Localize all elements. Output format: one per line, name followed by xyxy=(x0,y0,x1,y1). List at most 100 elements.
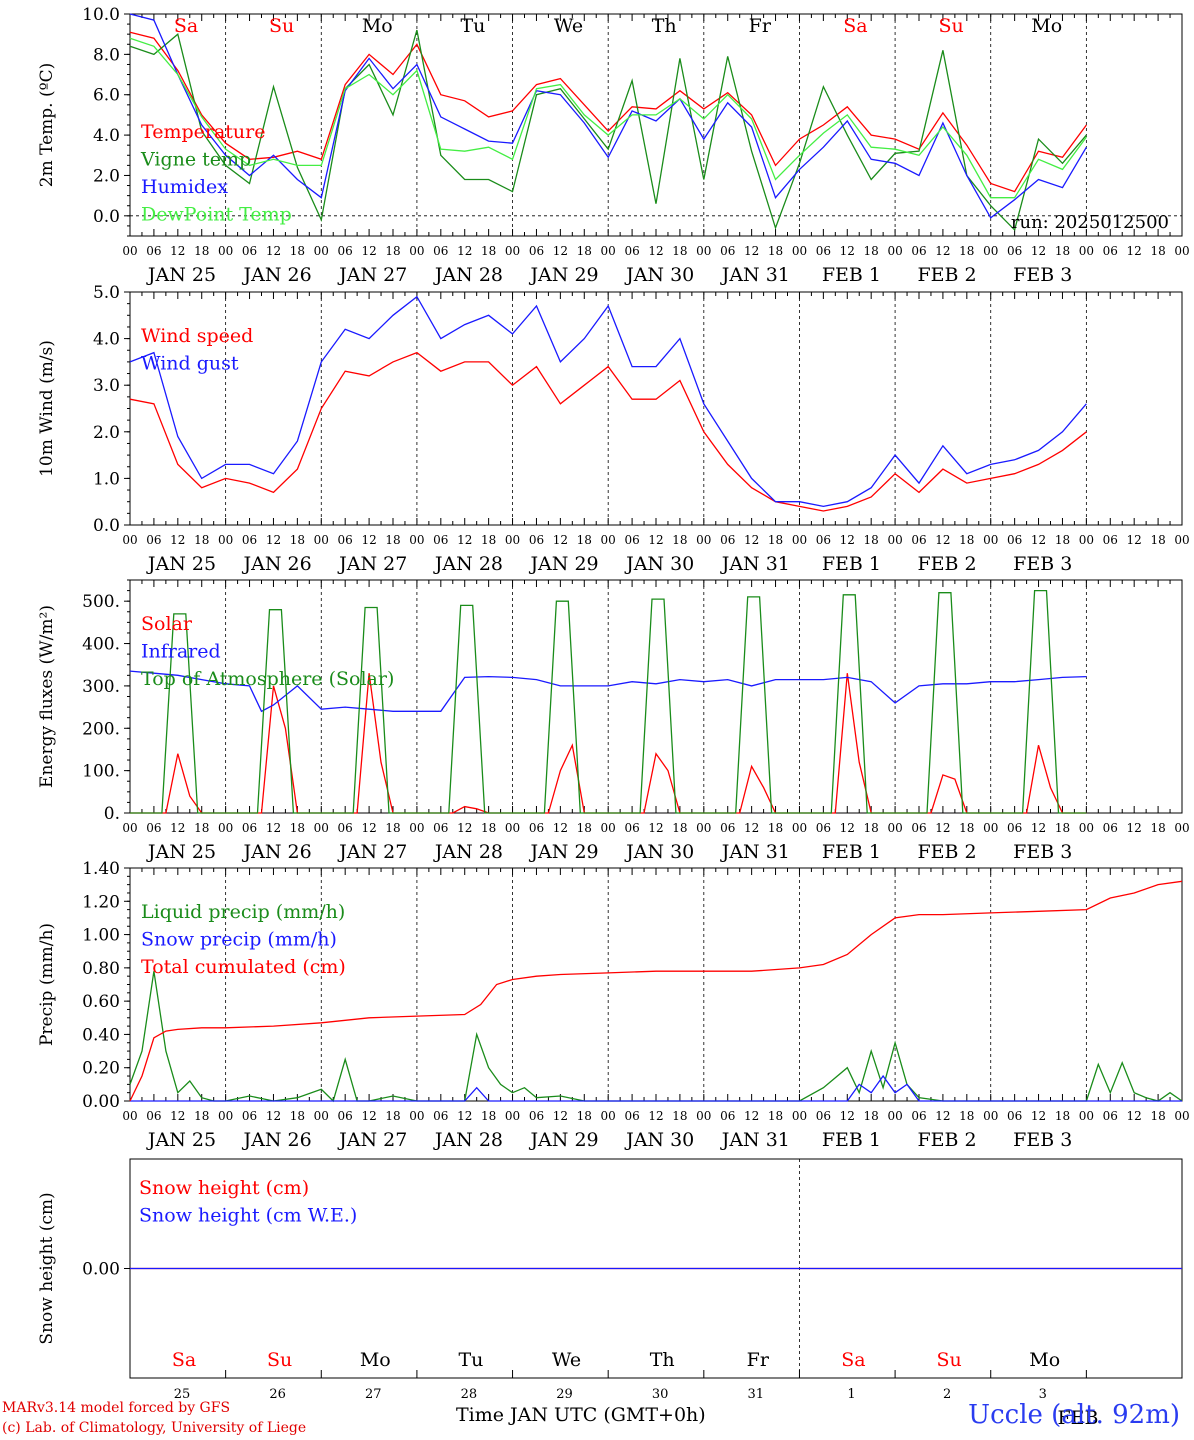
x-hour-label: 00 xyxy=(1079,533,1094,547)
x-day-label: JAN 26 xyxy=(242,553,312,575)
x-hour-label: 18 xyxy=(290,1109,305,1123)
x-hour-label: 18 xyxy=(864,821,879,835)
weekday-label: Fr xyxy=(747,1349,770,1371)
weekday-label: Tu xyxy=(458,1349,483,1371)
x-hour-label: 18 xyxy=(577,1109,592,1123)
y-tick-label: 5.0 xyxy=(93,283,120,303)
x-hour-label: 18 xyxy=(194,244,209,258)
x-hour-label: 00 xyxy=(218,1109,233,1123)
x-day-label: JAN 27 xyxy=(337,1129,407,1151)
y-axis-label: Energy fluxes (W/m²) xyxy=(37,605,57,788)
x-day-label: JAN 29 xyxy=(528,1129,598,1151)
legend-entry: Total cumulated (cm) xyxy=(141,956,346,978)
x-hour-label: 12 xyxy=(553,1109,568,1123)
x-day-label: JAN 27 xyxy=(337,841,407,863)
x-hour-label: 00 xyxy=(314,1109,329,1123)
credit-line-1: MARv3.14 model forced by GFS xyxy=(2,1400,231,1416)
x-hour-label: 06 xyxy=(146,533,161,547)
x-hour-label: 18 xyxy=(385,533,400,547)
x-day-label: JAN 28 xyxy=(433,1129,503,1151)
x-hour-label: 00 xyxy=(505,1109,520,1123)
legend-entry: Top of Atmosphere (Solar) xyxy=(141,668,394,690)
weekday-label: Mo xyxy=(360,1349,391,1371)
x-day-number: 28 xyxy=(461,1387,478,1402)
x-hour-label: 06 xyxy=(1103,244,1118,258)
legend-entry: Vigne temp xyxy=(140,149,251,171)
x-hour-label: 18 xyxy=(1055,821,1070,835)
x-hour-label: 18 xyxy=(481,1109,496,1123)
x-hour-label: 00 xyxy=(218,533,233,547)
y-tick-label: 0.0 xyxy=(93,516,120,536)
y-tick-label: 2.0 xyxy=(93,166,120,186)
series-line-vigne-temp xyxy=(129,29,1087,232)
x-hour-label: 00 xyxy=(601,1109,616,1123)
weekday-label: Fr xyxy=(749,15,772,37)
x-hour-label: 12 xyxy=(840,821,855,835)
y-tick-label: 100. xyxy=(82,762,120,782)
x-hour-label: 06 xyxy=(720,1109,735,1123)
x-hour-label: 12 xyxy=(361,244,376,258)
x-day-label: FEB 2 xyxy=(918,553,977,575)
legend-entry: Infrared xyxy=(141,641,221,663)
legend-entry: Snow height (cm W.E.) xyxy=(139,1205,357,1227)
x-hour-label: 18 xyxy=(194,533,209,547)
weekday-label: Sa xyxy=(174,15,198,37)
x-day-label: JAN 30 xyxy=(624,553,694,575)
x-day-label: JAN 26 xyxy=(242,1129,312,1151)
x-hour-label: 18 xyxy=(959,1109,974,1123)
plot-frame-wind xyxy=(129,291,1183,526)
x-day-label: FEB 2 xyxy=(918,841,977,863)
legend-entry: Liquid precip (mm/h) xyxy=(141,901,345,923)
x-day-label: FEB 3 xyxy=(1013,553,1072,575)
x-hour-label: 18 xyxy=(672,533,687,547)
x-hour-label: 12 xyxy=(170,821,185,835)
y-tick-label: 200. xyxy=(82,719,120,739)
x-hour-label: 18 xyxy=(194,821,209,835)
x-day-number: 2 xyxy=(943,1387,951,1402)
x-hour-label: 18 xyxy=(864,533,879,547)
weekday-label: We xyxy=(554,15,583,37)
station-label: Uccle (alt. 92m) xyxy=(968,1400,1180,1430)
x-hour-label: 06 xyxy=(911,244,926,258)
y-axis-label: Precip (mm/h) xyxy=(37,923,57,1046)
y-tick-label: 1.00 xyxy=(82,926,120,946)
run-annotation: run: 2025012500 xyxy=(1011,212,1169,233)
x-hour-label: 12 xyxy=(840,533,855,547)
x-hour-label: 00 xyxy=(409,244,424,258)
x-hour-label: 00 xyxy=(409,533,424,547)
x-hour-label: 06 xyxy=(242,821,257,835)
legend-entry: Wind speed xyxy=(141,325,253,347)
x-hour-label: 12 xyxy=(840,244,855,258)
x-day-label: FEB 1 xyxy=(822,264,881,286)
x-day-label: JAN 30 xyxy=(624,264,694,286)
x-day-label: FEB 3 xyxy=(1013,841,1072,863)
x-hour-label: 00 xyxy=(601,533,616,547)
x-hour-label: 00 xyxy=(696,244,711,258)
weekday-label: Mo xyxy=(1031,15,1062,37)
x-hour-label: 06 xyxy=(529,244,544,258)
x-hour-label: 12 xyxy=(1031,533,1046,547)
x-hour-label: 00 xyxy=(792,244,807,258)
y-tick-label: 0.20 xyxy=(82,1059,120,1079)
x-hour-label: 00 xyxy=(314,821,329,835)
series-line-dewpoint-temp xyxy=(129,37,1087,199)
x-hour-label: 12 xyxy=(1127,1109,1142,1123)
y-tick-label: 0.0 xyxy=(93,207,120,227)
x-hour-label: 06 xyxy=(433,821,448,835)
x-day-label: JAN 25 xyxy=(146,553,216,575)
series-line-snow-precip-mm-h- xyxy=(130,1074,1182,1102)
x-hour-label: 12 xyxy=(744,1109,759,1123)
weekday-label: Sa xyxy=(841,1349,865,1371)
x-day-label: JAN 30 xyxy=(624,841,694,863)
x-hour-label: 00 xyxy=(122,244,137,258)
x-hour-label: 00 xyxy=(1174,1109,1189,1123)
x-hour-label: 06 xyxy=(816,821,831,835)
x-hour-label: 12 xyxy=(170,244,185,258)
x-hour-label: 18 xyxy=(672,244,687,258)
y-tick-label: 500. xyxy=(82,592,120,612)
x-hour-label: 00 xyxy=(696,1109,711,1123)
x-hour-label: 12 xyxy=(170,533,185,547)
x-day-label: JAN 29 xyxy=(528,841,598,863)
x-hour-label: 06 xyxy=(242,1109,257,1123)
